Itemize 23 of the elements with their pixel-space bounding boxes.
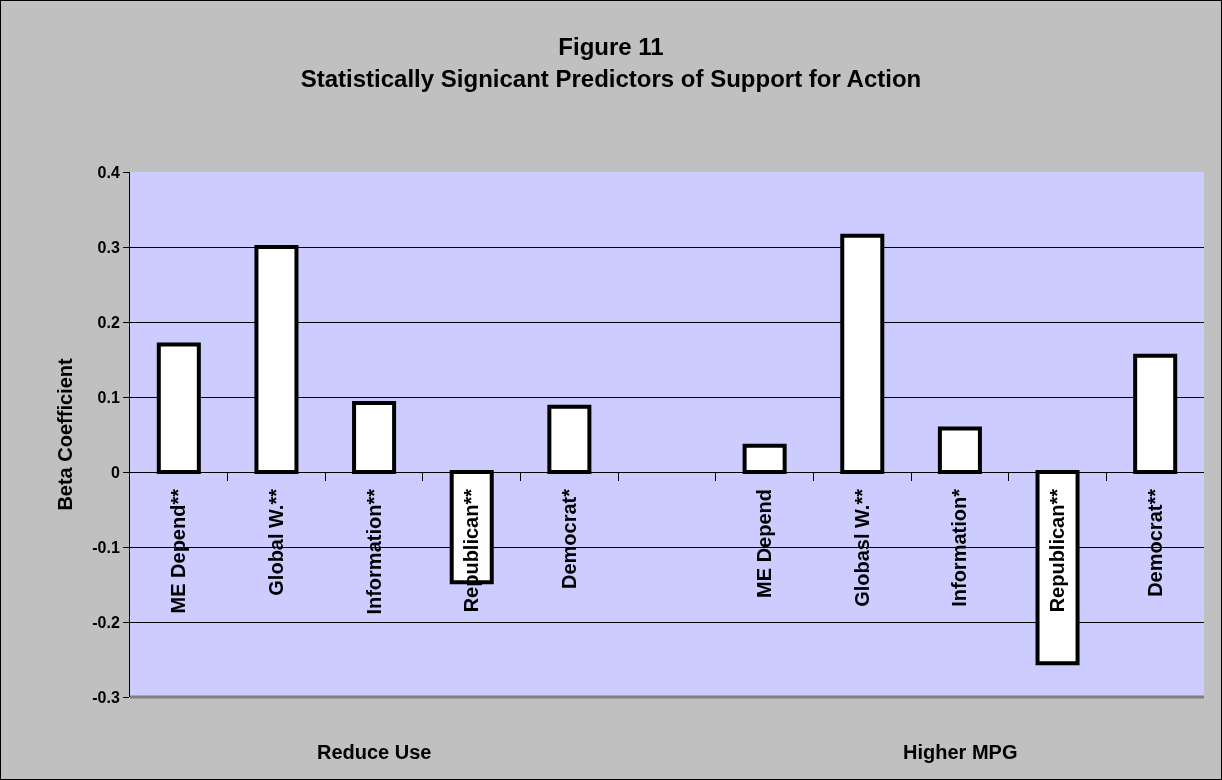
x-tick-label: Democrat* [557, 488, 580, 590]
y-tick-label: 0.4 [97, 163, 120, 181]
x-tick-label: Republican** [1046, 488, 1069, 613]
x-tick-label: Democrat** [1143, 488, 1166, 597]
x-tick-label: Information** [362, 488, 385, 615]
x-tick-label: ME Depend** [167, 488, 190, 614]
y-tick-label: 0 [110, 463, 120, 481]
y-tick-label: -0.1 [92, 538, 120, 556]
chart-subtitle: Statistically Signicant Predictors of Support for Action [300, 64, 922, 92]
x-tick-label: Globasl W.** [850, 488, 873, 607]
x-tick-label: Republican** [460, 488, 483, 613]
x-tick-label: ME Depend [753, 489, 776, 598]
text: Reduce Use [317, 741, 432, 763]
y-tick-label: 0.1 [97, 388, 120, 406]
text: Higher MPG [903, 741, 1018, 763]
x-tick-label: Global W.** [264, 488, 287, 596]
y-tick-label: -0.2 [92, 613, 120, 631]
chart-title: Figure 11 [558, 33, 664, 61]
y-tick-label: 0.2 [97, 313, 120, 331]
y-tick-label: -0.3 [92, 688, 120, 706]
x-tick-label: Information* [948, 488, 971, 607]
y-axis-title: Beta Coefficient [53, 358, 76, 511]
y-tick-label: 0.3 [97, 238, 120, 256]
